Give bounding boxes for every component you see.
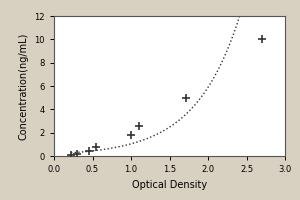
X-axis label: Optical Density: Optical Density bbox=[132, 180, 207, 190]
Y-axis label: Concentration(ng/mL): Concentration(ng/mL) bbox=[19, 32, 29, 140]
